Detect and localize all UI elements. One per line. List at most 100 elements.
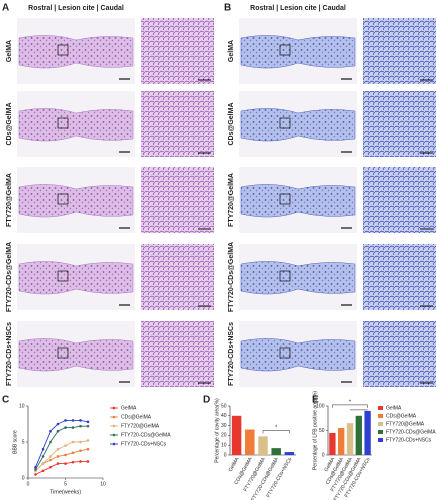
data-point [64,419,67,422]
legend-label: FTY720-CDs+NSCs [121,441,167,447]
data-point [56,447,60,451]
y-tick-label: 0 [322,452,325,458]
bar [355,415,362,455]
row-label: FTY720@GelMA [228,173,235,227]
tissue [18,261,134,295]
y-tick-label: 30 [221,423,227,429]
y-tick-label: 10 [19,403,25,409]
zoom-box [57,270,69,282]
legend-label: FTY720-CDs@GelMA [386,429,436,435]
data-point [71,451,75,455]
panel-label: B [224,3,231,14]
x-tick-label: 5 [64,481,67,487]
data-point [41,455,45,458]
row-label: CDs@GelMA [228,103,235,146]
data-point [41,447,45,451]
zoom-image [363,18,436,84]
legend-label: FTY720-CDs@GelMA [121,432,171,438]
data-point [49,465,52,469]
legend-label: CDs@GelMA [121,414,152,420]
data-point [71,460,75,464]
panel-label: A [2,3,9,14]
data-point [56,422,60,426]
zoom-box [57,117,69,129]
row-label: FTY720-CDs+NSCs [228,322,235,386]
legend-marker [112,415,116,419]
x-axis-label: Time(weeks) [50,489,81,495]
data-point [79,440,82,444]
row-label: GelMA [228,40,235,62]
y-tick-label: 20 [221,433,227,439]
data-point [86,420,90,424]
panel-header: Rostral | Lesion cite | Caudal [250,5,346,12]
y-tick-label: 0 [22,475,25,481]
data-point [49,458,52,462]
data-point [86,439,90,442]
data-point [49,440,52,444]
y-tick-label: 5 [22,439,25,445]
legend-swatch [378,430,383,434]
tissue [18,338,134,372]
data-point [64,453,67,457]
data-point [56,462,60,465]
zoom-box [57,347,69,359]
series-line [35,448,89,472]
row-label: FTY720-CDs@GelMA [6,242,13,312]
row-label: FTY720-CDs@GelMA [228,242,235,312]
data-point [41,462,45,465]
zoom-image [141,91,214,157]
zoom-image [141,321,214,387]
significance-mark: * [349,399,352,405]
significance-mark: * [275,425,278,431]
significance-bracket [332,404,368,408]
bar [329,432,336,455]
legend-swatch [378,406,383,410]
zoom-box [279,193,291,205]
legend-label: CDs@GelMA [386,413,417,419]
legend-label: GelMA [121,405,137,411]
legend-label: FTY720@GelMA [121,423,160,429]
data-point [41,469,45,473]
zoom-box [57,193,69,205]
data-point [34,473,37,476]
x-tick-label: GelMA [228,456,241,473]
data-point [71,426,75,429]
row-label: FTY720@GelMA [6,173,13,227]
zoom-box [279,44,291,56]
series-line [35,419,89,468]
row-label: CDs@GelMA [6,103,13,146]
x-tick-label: 10 [100,481,106,487]
zoom-image [141,167,214,233]
zoom-image [363,244,436,310]
y-tick-label: 10 [221,443,227,449]
legend-label: FTY720@GelMA [386,421,425,427]
data-point [79,460,82,463]
tissue [18,35,134,69]
tissue [240,261,356,295]
y-tick-label: 40 [221,413,227,419]
row-label: GelMA [6,40,13,62]
y-tick-label: 50 [319,428,325,434]
y-tick-label: 100 [316,403,325,409]
data-point [86,424,90,428]
tissue [240,108,356,142]
x-tick-label: 0 [27,481,30,487]
data-point [56,455,60,458]
data-point [64,426,67,429]
zoom-box [279,117,291,129]
data-point [79,419,82,422]
zoom-image [141,18,214,84]
tissue [18,184,134,218]
legend-swatch [378,422,383,426]
legend-marker [112,406,116,410]
zoom-image [363,167,436,233]
tissue [240,338,356,372]
panel-header: Rostral | Lesion cite | Caudal [28,5,124,12]
bar [245,429,255,455]
data-point [64,462,67,465]
y-axis-label: Percentage of LFB positive area(%) [312,391,318,471]
data-point [86,460,90,463]
y-tick-label: 50 [221,403,227,409]
zoom-image [141,244,214,310]
data-point [86,447,90,451]
